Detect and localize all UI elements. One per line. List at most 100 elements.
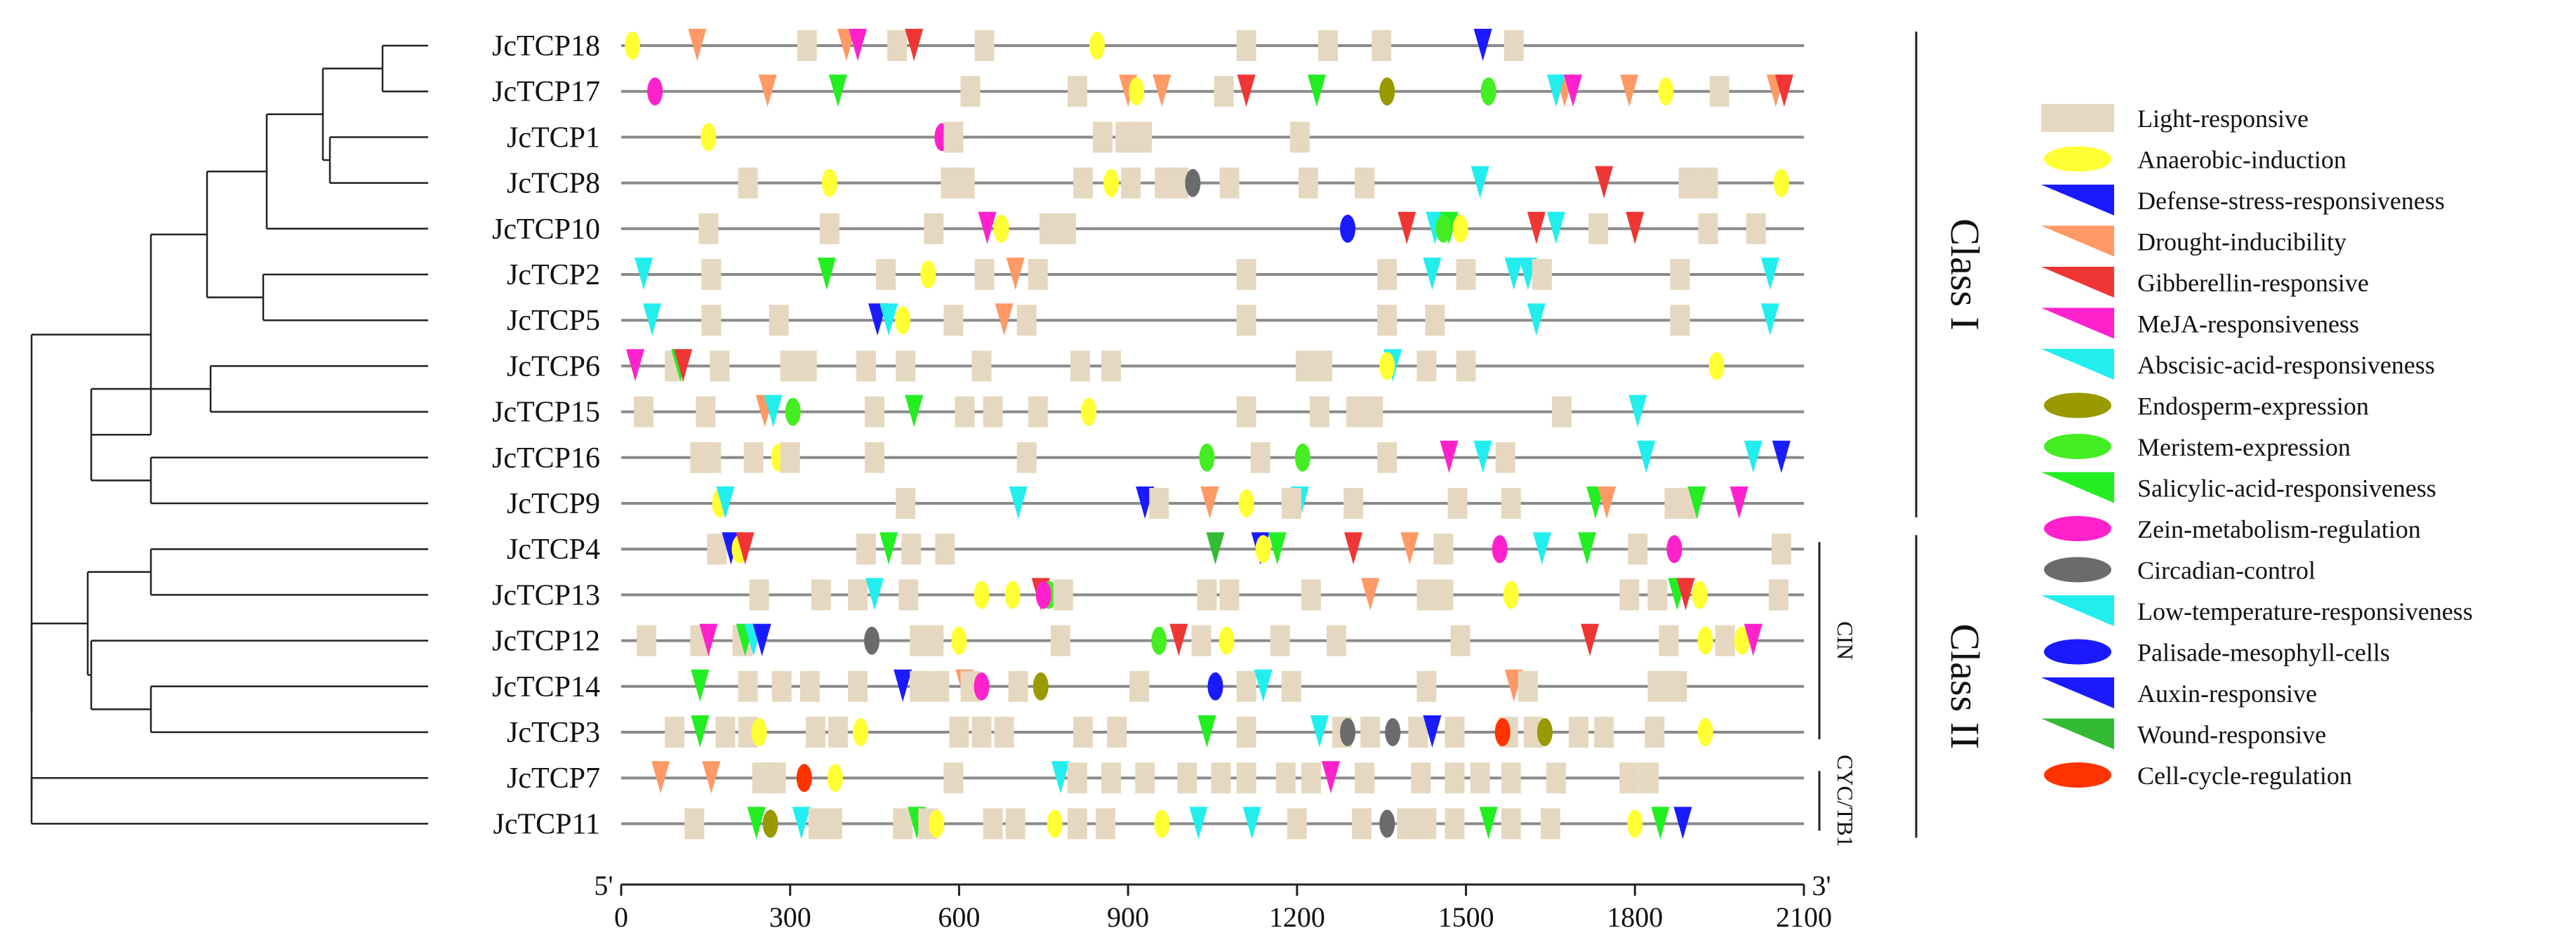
lowtemp-element-mark <box>1051 761 1070 794</box>
light-element-mark <box>1191 625 1211 656</box>
anaerobic-element-mark <box>920 260 936 289</box>
legend-label: Light-responsive <box>2137 105 2309 133</box>
gene-label: JcTCP8 <box>507 168 600 200</box>
three-prime-label: 3' <box>1812 870 1831 901</box>
light-element-mark <box>893 808 913 840</box>
lowtemp-element-mark <box>1532 532 1551 565</box>
zein-element-mark <box>974 672 990 701</box>
light-element-mark <box>1016 442 1037 473</box>
anaerobic-element-mark <box>1089 32 1106 60</box>
light-element-mark <box>856 534 877 565</box>
circadian-element-mark <box>864 626 880 655</box>
light-element-mark <box>1070 350 1090 382</box>
anaerobic-element-mark <box>1697 718 1713 746</box>
salicylic-element-mark <box>828 74 847 107</box>
wound-legend-swatch <box>2041 718 2114 750</box>
light-element-mark <box>828 717 848 748</box>
light-element-mark <box>780 350 800 382</box>
meristem-element-mark <box>1435 214 1452 243</box>
light-element-mark <box>738 167 758 199</box>
lowtemp-element-mark <box>716 486 735 519</box>
light-element-mark <box>1250 442 1270 473</box>
light-element-mark <box>696 396 716 428</box>
light-element-mark <box>1377 442 1397 473</box>
light-element-mark <box>910 670 930 702</box>
light-element-mark <box>637 625 657 656</box>
drought-element-mark <box>995 303 1014 336</box>
zein-element-mark <box>1035 581 1051 609</box>
meristem-element-mark <box>1151 626 1167 655</box>
salicylic-element-mark <box>691 669 710 702</box>
light-element-mark <box>1053 579 1073 611</box>
axis-tick-label: 600 <box>938 901 980 933</box>
light-element-mark <box>1197 579 1217 611</box>
light-element-mark <box>896 350 916 382</box>
light-element-mark <box>1416 579 1437 611</box>
legend-label: Abscisic-acid-responsiveness <box>2137 351 2435 379</box>
anaerobic-legend-swatch <box>2044 146 2111 172</box>
light-element-mark <box>1746 213 1766 244</box>
lowtemp-element-mark <box>1470 166 1489 199</box>
light-element-mark <box>935 534 955 565</box>
light-element-mark <box>1289 121 1310 153</box>
zein-element-mark <box>1666 535 1682 564</box>
axis-tick-label: 900 <box>1107 901 1149 933</box>
light-element-mark <box>924 213 944 244</box>
light-element-mark <box>1445 808 1465 840</box>
light-element-mark <box>1093 121 1113 153</box>
circadian-element-mark <box>1340 718 1356 746</box>
light-element-mark <box>1416 808 1437 840</box>
light-element-mark <box>1670 259 1690 290</box>
axis-tick-label: 300 <box>769 901 811 933</box>
light-element-mark <box>1214 76 1234 107</box>
gibberellin-element-mark <box>1676 578 1695 611</box>
light-element-mark <box>1698 213 1718 244</box>
circadian-element-mark <box>1385 718 1401 746</box>
cellcycle-legend-swatch <box>2044 762 2111 788</box>
endosperm-element-mark <box>1536 718 1553 746</box>
lowtemp-element-mark <box>1504 258 1523 290</box>
meja-element-mark <box>849 29 867 61</box>
drought-element-mark <box>1620 74 1639 107</box>
light-element-mark <box>1667 670 1687 702</box>
lowtemp-element-mark <box>1546 211 1565 244</box>
drought-element-mark <box>1598 486 1616 519</box>
anaerobic-element-mark <box>1004 581 1021 609</box>
gene-label: JcTCP7 <box>507 762 600 795</box>
auxin-element-mark <box>1673 807 1692 840</box>
light-element-mark <box>1698 167 1718 199</box>
light-element-mark <box>1715 625 1735 656</box>
subclass-label: CIN <box>1833 621 1858 660</box>
light-element-mark <box>1450 625 1470 656</box>
light-element-mark <box>701 442 722 473</box>
light-legend-swatch <box>2041 104 2114 132</box>
anaerobic-element-mark <box>625 32 641 60</box>
gene-label: JcTCP9 <box>507 488 600 520</box>
gibberellin-element-mark <box>1581 623 1600 656</box>
light-element-mark <box>1236 670 1256 702</box>
axis-tick-label: 0 <box>614 901 628 933</box>
light-element-mark <box>1067 762 1087 794</box>
light-element-mark <box>1360 717 1381 748</box>
light-element-mark <box>805 717 825 748</box>
auxin-element-mark <box>752 623 771 656</box>
drought-legend-swatch <box>2041 225 2114 257</box>
meja-element-mark <box>626 349 645 382</box>
lowtemp-element-mark <box>1637 440 1656 473</box>
endosperm-element-mark <box>762 809 778 838</box>
palisade-element-mark <box>1340 214 1356 243</box>
lowtemp-element-mark <box>1473 440 1492 473</box>
light-element-mark <box>701 305 722 336</box>
anaerobic-element-mark <box>1503 581 1519 609</box>
legend-label: Zein-metabolism-regulation <box>2137 515 2421 543</box>
light-element-mark <box>1433 579 1454 611</box>
gene-label: JcTCP14 <box>492 671 600 703</box>
light-element-mark <box>1067 808 1087 840</box>
light-element-mark <box>1377 259 1397 290</box>
legend-label: Gibberellin-responsive <box>2137 269 2369 297</box>
anaerobic-element-mark <box>1154 809 1170 838</box>
endosperm-element-mark <box>1379 77 1395 106</box>
drought-element-mark <box>1006 258 1025 290</box>
drought-element-mark <box>651 761 670 794</box>
axis-tick-label: 1500 <box>1438 901 1494 933</box>
